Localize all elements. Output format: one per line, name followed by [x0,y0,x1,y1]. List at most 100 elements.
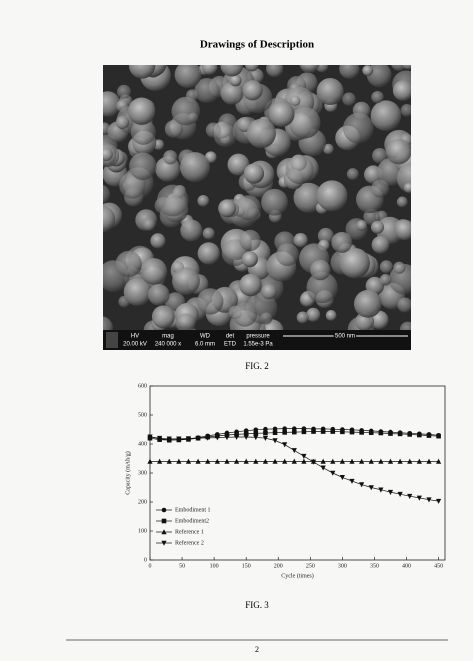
particle [397,297,411,313]
particle [243,163,265,184]
particle [197,242,220,265]
particle [293,182,324,213]
data-point [272,426,278,432]
data-point [407,493,413,499]
particle [331,231,353,253]
info-value: 1.55e-3 Pa [243,342,273,348]
data-point [320,458,326,464]
particle [266,65,284,78]
data-point [388,431,393,436]
data-point [147,458,153,464]
data-point [349,458,355,464]
particle [285,155,314,185]
data-point [272,438,278,444]
particle [163,150,178,165]
particle [201,65,218,75]
particle [393,261,406,274]
particle [123,277,152,306]
particle [202,227,215,240]
particle [171,96,201,126]
info-label: WD [200,334,211,340]
data-point [378,430,384,436]
data-point [147,434,153,440]
particle [239,273,262,297]
data-point [320,429,326,434]
data-point [157,458,163,464]
x-tick-label: 250 [306,563,315,569]
particle [392,80,411,101]
particle [342,92,356,106]
particle [115,250,142,278]
particle [150,233,166,249]
particle [164,119,183,139]
data-point [272,458,278,464]
data-point [166,458,172,464]
particle [299,65,320,74]
particle [386,138,411,165]
particle [180,152,210,183]
data-point [368,430,374,435]
data-point [387,489,394,495]
y-tick-label: 100 [138,528,147,534]
particle [103,184,111,205]
x-tick-label: 200 [274,563,283,569]
particle [194,77,220,104]
particle [218,199,237,218]
particle [242,80,263,101]
data-point [378,458,384,464]
particle [339,65,360,79]
y-axis-label: Capacity (mAh/g) [124,451,131,495]
particle [129,152,157,181]
particle [232,302,258,327]
data-point [301,458,307,464]
particle [354,289,382,318]
data-point [176,436,182,442]
particle [151,305,175,329]
x-tick-label: 350 [370,563,379,569]
data-point [282,430,287,435]
particle [296,311,309,324]
particle [362,65,373,76]
particle [394,219,411,241]
x-axis-label: Cycle (times) [281,572,314,579]
data-point [349,429,355,435]
data-point [426,433,432,438]
data-point [263,430,268,436]
info-label: HV [131,334,139,340]
particle [316,180,348,212]
particle [370,220,385,234]
data-point [426,497,432,503]
particle [288,106,321,139]
particle [103,147,113,162]
info-value: 240 000 x [155,342,181,348]
data-point [340,429,345,435]
data-point [253,458,259,464]
data-point [397,458,403,464]
particle [346,168,359,181]
fig2-caption: FIG. 2 [245,361,269,371]
y-tick-label: 300 [138,470,147,476]
particle [103,316,114,330]
data-point [330,470,336,476]
particle [371,235,390,254]
data-point [359,458,365,464]
data-point [157,435,163,441]
data-point [253,430,259,436]
data-point [243,431,249,437]
particle [246,118,277,149]
particle [175,313,196,330]
data-point [185,458,192,464]
particle [261,188,288,216]
info-bar [103,330,411,350]
data-point [368,458,374,464]
particle [372,147,388,164]
data-point [310,459,317,465]
scale-label: 500 nm [335,334,355,340]
data-point [195,458,201,464]
data-point [205,458,211,464]
particle [316,78,344,106]
data-point [320,465,326,471]
data-point [291,458,297,464]
particle [140,258,168,285]
